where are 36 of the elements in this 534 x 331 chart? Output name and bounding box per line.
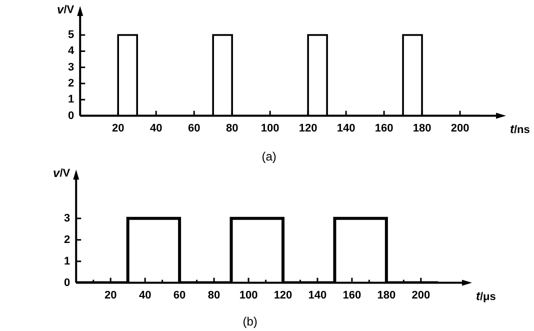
y-axis-title: v/V <box>53 166 71 180</box>
x-tick-label: 120 <box>298 122 318 134</box>
y-tick-label: 3 <box>68 61 74 74</box>
x-tick-label: 40 <box>150 122 162 134</box>
y-tick-label: 1 <box>68 94 74 106</box>
y-tick-label: 4 <box>68 45 75 58</box>
x-tick-label: 60 <box>188 122 200 134</box>
x-tick-label: 140 <box>336 122 356 134</box>
y-tick-label: 2 <box>64 234 70 246</box>
x-tick-label: 80 <box>208 289 220 302</box>
text: (a) <box>262 149 276 164</box>
y-axis-title: v/V <box>57 2 75 16</box>
x-tick-label: 200 <box>412 289 430 302</box>
y-tick-label: 0 <box>64 276 70 289</box>
x-tick-label: 140 <box>308 289 327 302</box>
x-tick-label: 40 <box>138 289 152 302</box>
y-tick-label: 5 <box>68 29 74 42</box>
x-tick-label: 60 <box>173 289 186 302</box>
x-tick-label: 100 <box>260 122 280 134</box>
y-tick-label: 0 <box>68 110 74 122</box>
x-tick-label: 180 <box>412 122 432 134</box>
x-tick-label: 200 <box>450 122 470 134</box>
x-tick-label: 100 <box>239 289 258 302</box>
y-tick-label: 1 <box>64 255 70 268</box>
x-axis-title: t/ns <box>510 122 530 136</box>
text: (b) <box>242 314 258 328</box>
x-tick-label: 20 <box>104 289 117 302</box>
y-tick-label: 2 <box>68 78 74 90</box>
x-tick-label: 180 <box>377 289 396 302</box>
x-tick-label: 160 <box>342 289 362 302</box>
x-tick-label: 120 <box>274 289 292 302</box>
x-axis-title: t/μs <box>476 289 496 304</box>
x-tick-label: 160 <box>374 122 394 134</box>
x-tick-label: 20 <box>112 122 124 134</box>
y-tick-label: 3 <box>64 212 70 224</box>
x-tick-label: 80 <box>226 122 238 134</box>
